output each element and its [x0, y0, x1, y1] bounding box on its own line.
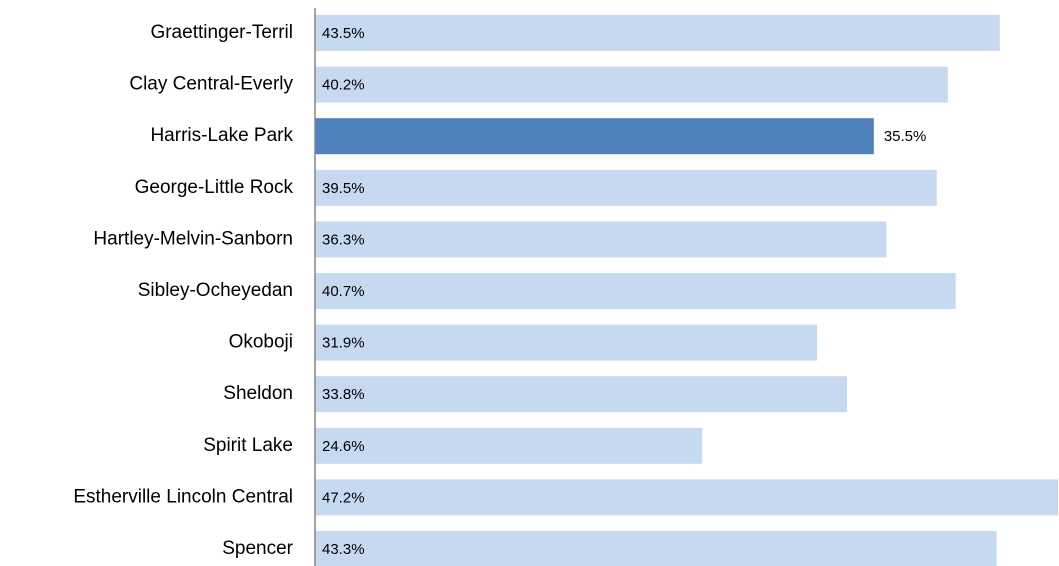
bar: [315, 324, 818, 361]
value-label: 35.5%: [884, 128, 927, 145]
bar: [315, 376, 848, 413]
value-label: 39.5%: [322, 180, 365, 197]
y-tick-label: Sheldon: [223, 383, 293, 404]
bar: [315, 15, 1000, 51]
y-tick-label: Hartley-Melvin-Sanborn: [93, 228, 293, 249]
y-tick-label: Sibley-Ocheyedan: [138, 280, 293, 301]
bar: [315, 427, 703, 464]
y-tick-label: Spencer: [222, 538, 293, 559]
bar: [315, 531, 997, 566]
y-tick-label: Estherville Lincoln Central: [73, 486, 293, 507]
value-label: 47.2%: [322, 489, 365, 506]
bar: [315, 118, 874, 155]
bar: [315, 66, 948, 103]
y-tick-label: Graettinger-Terril: [150, 22, 293, 43]
value-label: 43.5%: [322, 25, 365, 42]
value-label: 24.6%: [322, 438, 365, 455]
value-label: 31.9%: [322, 335, 365, 352]
y-tick-label: Okoboji: [229, 332, 293, 353]
value-label: 33.8%: [322, 386, 365, 403]
value-label: 43.3%: [322, 541, 365, 558]
value-label: 40.2%: [322, 77, 365, 94]
value-label: 36.3%: [322, 231, 365, 248]
y-tick-label: George-Little Rock: [135, 177, 294, 198]
value-label: 40.7%: [322, 283, 365, 300]
bar: [315, 273, 956, 309]
bar: [315, 221, 887, 258]
bar: [315, 479, 1058, 516]
y-tick-label: Harris-Lake Park: [150, 125, 293, 146]
y-tick-label: Clay Central-Everly: [129, 74, 293, 95]
y-tick-label: Spirit Lake: [203, 435, 293, 456]
bar: [315, 169, 937, 206]
